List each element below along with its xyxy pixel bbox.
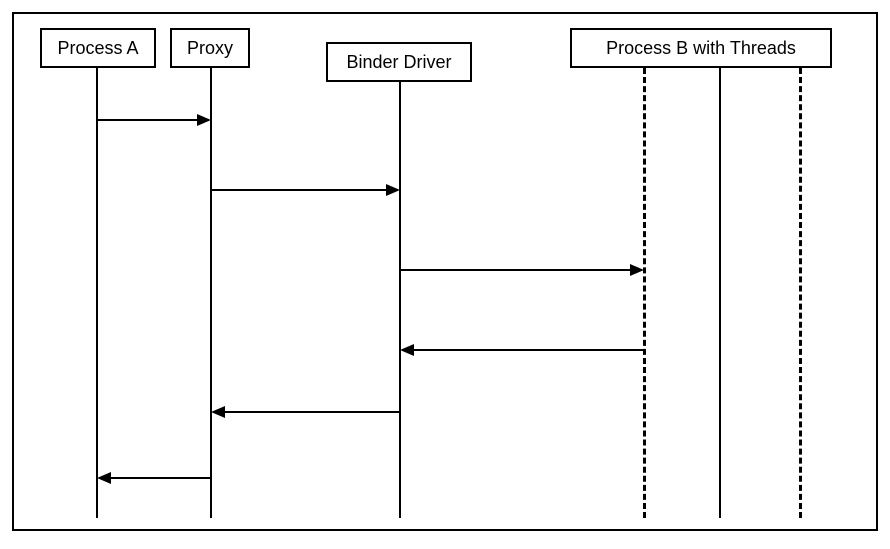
arrow-proxy-to-a: [97, 472, 211, 484]
arrows-layer: [0, 0, 890, 549]
arrow-thread-to-binder: [400, 344, 644, 356]
arrow-proxy-to-binder: [211, 184, 400, 196]
arrow-a-to-proxy: [97, 114, 211, 126]
arrow-binder-to-thread: [400, 264, 644, 276]
arrow-binder-to-proxy: [211, 406, 400, 418]
